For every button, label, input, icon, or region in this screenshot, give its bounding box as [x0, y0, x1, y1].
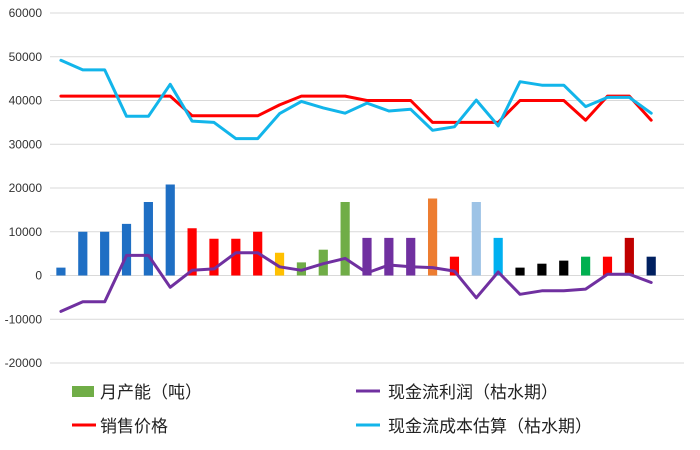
bar [602, 256, 613, 276]
bar [384, 237, 394, 276]
legend-label-cost: 现金流成本估算（枯水期） [388, 417, 592, 437]
y-tick-label: 40000 [9, 94, 43, 108]
legend: 月产能（吨） 现金流利润（枯水期） 销售价格 现金流成本估算（枯水期） [72, 383, 592, 437]
bar [581, 256, 591, 276]
bar [143, 202, 153, 276]
legend-swatch-capacity [72, 386, 94, 397]
bar [515, 267, 525, 276]
bar [78, 231, 88, 276]
y-tick-label: 60000 [9, 6, 43, 20]
bar [471, 202, 481, 276]
bar [646, 256, 656, 276]
y-tick-label: 0 [35, 269, 42, 283]
bar [537, 263, 547, 276]
y-axis: 60000 50000 40000 30000 20000 10000 0 -10000 -20… [5, 6, 43, 370]
bar [362, 237, 372, 276]
bar [406, 237, 416, 276]
y-tick-label: 10000 [9, 225, 43, 239]
bar [121, 223, 132, 276]
series-line-0 [59, 251, 653, 313]
bar [231, 238, 241, 276]
bar [100, 231, 110, 276]
bar [449, 256, 460, 276]
y-tick-label: -10000 [5, 312, 43, 326]
series-line-1 [59, 94, 653, 124]
bar [274, 252, 285, 276]
bar [340, 202, 350, 276]
y-tick-label: -20000 [5, 356, 43, 370]
legend-label-capacity: 月产能（吨） [100, 383, 202, 403]
bar [427, 198, 438, 276]
y-tick-label: 20000 [9, 181, 43, 195]
legend-label-price: 销售价格 [100, 417, 168, 437]
bar [187, 228, 197, 276]
legend-label-profit: 现金流利润（枯水期） [388, 383, 558, 403]
bar [209, 238, 219, 276]
bar [624, 237, 634, 276]
bar [493, 237, 503, 276]
bar [559, 260, 569, 276]
y-tick-label: 30000 [9, 137, 43, 151]
series-line-2 [59, 58, 653, 141]
y-tick-label: 50000 [9, 50, 43, 64]
bar-series [56, 184, 656, 276]
line-series [59, 58, 653, 313]
grid-lines [50, 12, 684, 364]
bar [56, 267, 66, 276]
bar [165, 184, 175, 276]
